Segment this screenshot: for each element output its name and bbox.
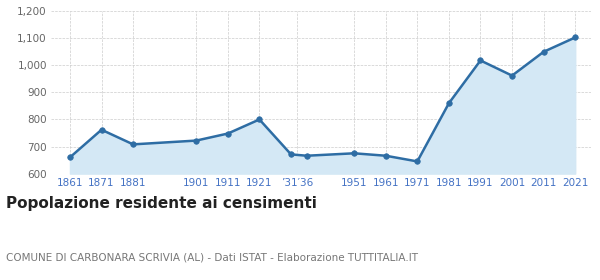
Text: COMUNE DI CARBONARA SCRIVIA (AL) - Dati ISTAT - Elaborazione TUTTITALIA.IT: COMUNE DI CARBONARA SCRIVIA (AL) - Dati …: [6, 252, 418, 262]
Text: Popolazione residente ai censimenti: Popolazione residente ai censimenti: [6, 196, 317, 211]
